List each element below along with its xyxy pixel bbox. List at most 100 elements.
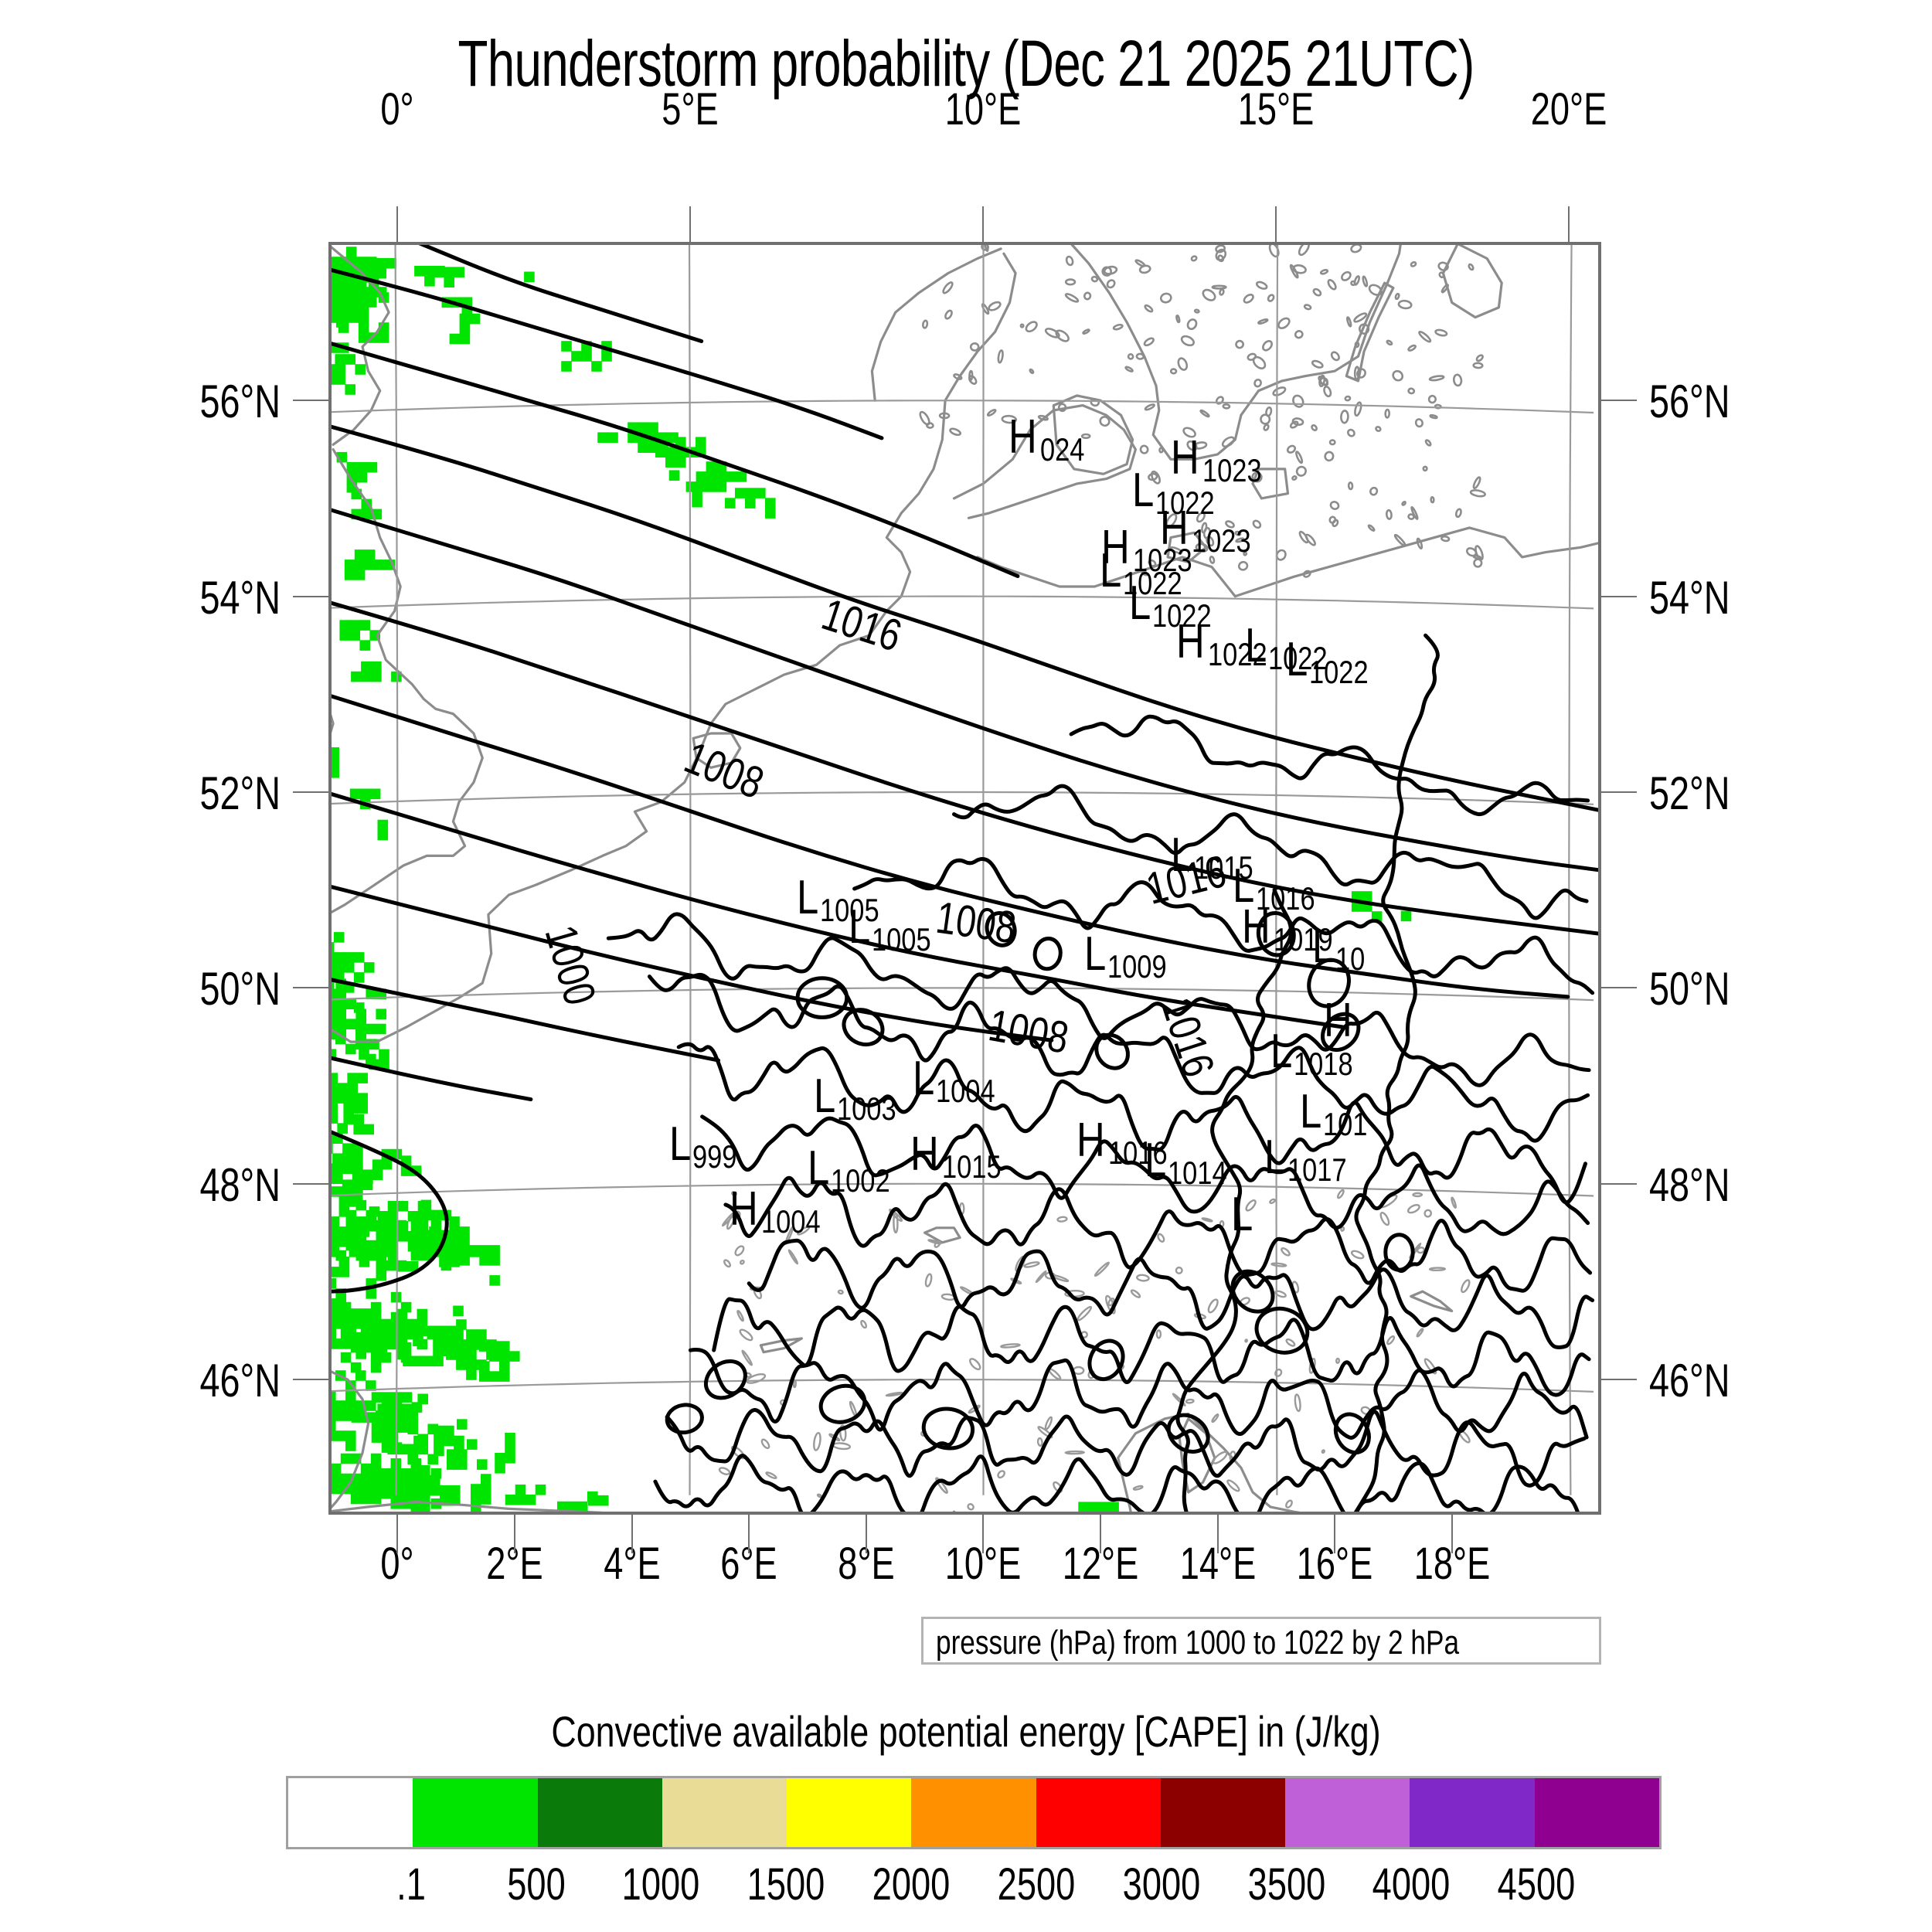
cape-cell xyxy=(476,1329,487,1340)
cape-cell xyxy=(356,461,368,473)
cape-cell xyxy=(335,998,346,1009)
alpine-lake-speck xyxy=(1285,1338,1296,1347)
colorbar-band-9[interactable] xyxy=(1410,1778,1535,1847)
cape-cell xyxy=(371,661,382,672)
isobar-1016-east-trough xyxy=(1175,888,1294,1515)
cape-cell xyxy=(354,570,366,580)
island-speck xyxy=(1103,265,1118,275)
cape-cell xyxy=(598,1495,609,1506)
island-speck xyxy=(1302,570,1311,578)
colorbar-band-5[interactable] xyxy=(911,1778,1036,1847)
cape-cell xyxy=(387,1221,399,1232)
island-speck xyxy=(1124,366,1134,372)
colorbar-label-3: 1500 xyxy=(747,1859,825,1910)
cape-cell xyxy=(446,1339,457,1350)
top-tick-2 xyxy=(982,206,985,242)
colorbar-band-4[interactable] xyxy=(787,1778,912,1847)
cape-cell xyxy=(557,1501,568,1512)
cape-cell xyxy=(471,1514,481,1515)
alpine-lake-speck xyxy=(1035,1270,1047,1284)
cape-cell xyxy=(328,1133,333,1144)
island-speck xyxy=(1235,537,1245,543)
island-speck xyxy=(1328,439,1336,446)
cape-cell xyxy=(638,442,648,453)
cape-cell xyxy=(430,1485,440,1496)
cape-colorbar[interactable] xyxy=(286,1776,1662,1849)
map-plot-area[interactable] xyxy=(328,242,1601,1515)
cape-cell xyxy=(377,1221,389,1232)
cape-cell xyxy=(471,1484,481,1495)
cape-cell xyxy=(387,1444,398,1455)
cape-cell xyxy=(1351,901,1362,912)
pressure-center-type: L xyxy=(1300,1085,1322,1138)
colorbar-band-8[interactable] xyxy=(1285,1778,1410,1847)
island-speck xyxy=(1303,304,1312,311)
cape-cell xyxy=(343,952,355,963)
cape-cell xyxy=(755,488,766,498)
cape-cell xyxy=(400,1468,412,1479)
island-speck xyxy=(1397,299,1413,310)
pressure-center-value: 1022 xyxy=(1309,654,1369,690)
island-speck xyxy=(1243,551,1248,556)
pressure-center-value: 1004 xyxy=(936,1073,996,1109)
cape-cell xyxy=(726,471,737,482)
isobar-closed-cell xyxy=(921,1406,975,1451)
cape-cell xyxy=(350,1342,362,1353)
cape-cell xyxy=(387,1241,399,1252)
colorbar-band-7[interactable] xyxy=(1160,1778,1286,1847)
cape-cell xyxy=(335,1400,346,1411)
pressure-center-type: L xyxy=(1084,927,1107,981)
alpine-lake-speck xyxy=(1244,1338,1248,1343)
coast-france-south xyxy=(328,1500,604,1515)
top-lon-tick-3: 15°E xyxy=(1238,84,1315,134)
colorbar-band-6[interactable] xyxy=(1036,1778,1161,1847)
cape-cell xyxy=(449,1236,460,1247)
isobar-closed-cell xyxy=(985,911,1017,947)
cape-cell xyxy=(424,276,435,287)
island-speck xyxy=(1407,387,1416,395)
cape-cell xyxy=(449,1216,460,1227)
cape-cell xyxy=(328,1113,338,1124)
pressure-center-value: 999 xyxy=(692,1138,737,1175)
colorbar-band-3[interactable] xyxy=(662,1778,787,1847)
cape-cell xyxy=(444,1435,454,1447)
isobar-closed-cell xyxy=(1166,1413,1210,1454)
alpine-lake-speck xyxy=(1037,1426,1053,1439)
cape-cell xyxy=(400,1478,412,1489)
pressure-center-value: 1015 xyxy=(941,1148,1002,1185)
right-tick-5 xyxy=(1601,1379,1637,1381)
cape-cell xyxy=(343,1094,354,1105)
cape-cell xyxy=(344,570,355,580)
pressure-center-l-6: L1022 xyxy=(1129,580,1225,632)
cape-cell xyxy=(366,461,378,473)
pressure-center-type: L xyxy=(814,1070,836,1123)
cape-cell xyxy=(407,1413,418,1425)
cape-cell xyxy=(449,333,461,345)
cape-cell xyxy=(381,1392,393,1403)
cape-cell xyxy=(348,292,359,303)
alpine-lake-speck xyxy=(1274,1290,1287,1298)
isobar-1008-n xyxy=(328,791,1349,1030)
colorbar-band-2[interactable] xyxy=(537,1778,662,1847)
colorbar-band-10[interactable] xyxy=(1534,1778,1659,1847)
island-speck xyxy=(1083,291,1092,301)
pressure-center-value: 1022 xyxy=(1268,640,1328,676)
island-speck xyxy=(949,427,962,437)
cape-cell xyxy=(355,1219,367,1231)
cape-cell xyxy=(417,1393,428,1405)
colorbar-band-1[interactable] xyxy=(413,1778,538,1847)
island-speck xyxy=(1434,328,1448,337)
island-speck xyxy=(1429,413,1438,420)
island-speck xyxy=(1328,515,1337,524)
cape-cell xyxy=(328,272,339,283)
cape-cell xyxy=(377,829,389,841)
pressure-center-value: 1016 xyxy=(1256,880,1316,917)
coast-lake-geneva xyxy=(759,1337,803,1354)
colorbar-band-0[interactable] xyxy=(288,1778,413,1847)
island-speck xyxy=(1472,476,1481,490)
cape-cell xyxy=(366,1023,376,1035)
cape-cell xyxy=(413,1355,423,1367)
bottom-tick-2 xyxy=(631,1515,633,1553)
cape-cell xyxy=(353,1124,364,1135)
isobar-closed-cell xyxy=(703,1359,747,1400)
